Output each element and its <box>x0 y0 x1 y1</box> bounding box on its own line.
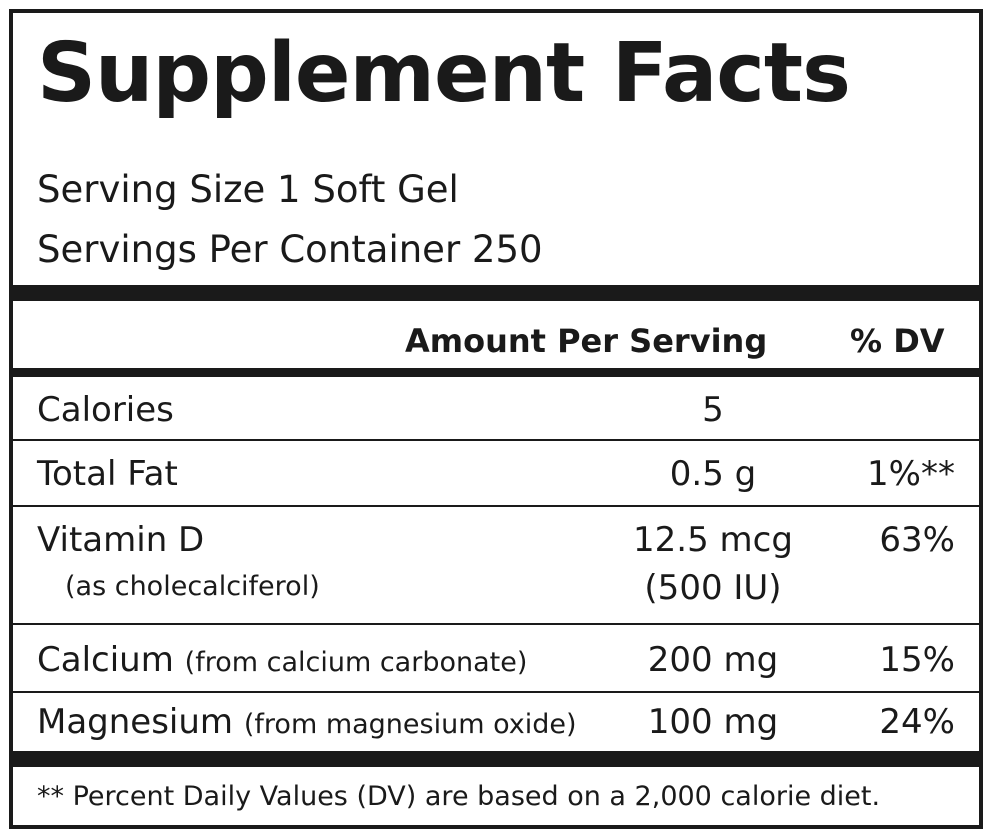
nutrient-source-calcium: (from calcium carbonate) <box>184 647 528 678</box>
nutrient-row-magnesium: Magnesium (from magnesium oxide) <box>37 705 577 739</box>
nutrient-name-vitamin-d: Vitamin D <box>37 520 205 560</box>
row-divider <box>13 691 979 693</box>
nutrient-name-magnesium: Magnesium <box>37 702 234 742</box>
nutrient-source-vitamin-d: (as cholecalciferol) <box>65 571 320 602</box>
thick-divider <box>13 285 979 301</box>
nutrient-amount-total-fat: 0.5 g <box>669 454 757 494</box>
nutrient-name-calories: Calories <box>37 390 174 430</box>
nutrient-source-magnesium: (from magnesium oxide) <box>243 709 577 740</box>
panel-title: Supplement Facts <box>37 26 851 121</box>
nutrient-amount-iu-vitamin-d: (500 IU) <box>644 568 782 608</box>
nutrient-row-calcium: Calcium (from calcium carbonate) <box>37 643 527 677</box>
nutrient-amount-vitamin-d: 12.5 mcg <box>633 520 793 560</box>
row-divider <box>13 505 979 507</box>
nutrient-dv-total-fat: 1%** <box>867 454 955 494</box>
nutrient-name-total-fat: Total Fat <box>37 454 178 494</box>
medium-divider <box>13 368 979 377</box>
row-divider <box>13 439 979 441</box>
daily-value-header: % DV <box>850 322 945 360</box>
nutrient-amount-magnesium: 100 mg <box>647 702 779 742</box>
footnote: ** Percent Daily Values (DV) are based o… <box>37 781 881 812</box>
nutrient-amount-calories: 5 <box>702 390 724 430</box>
nutrient-dv-calcium: 15% <box>879 640 955 680</box>
amount-per-serving-header: Amount Per Serving <box>405 322 768 360</box>
supplement-facts-panel: Supplement Facts Serving Size 1 Soft Gel… <box>9 9 983 829</box>
nutrient-dv-magnesium: 24% <box>879 702 955 742</box>
servings-per-container: Servings Per Container 250 <box>37 228 543 271</box>
nutrient-amount-calcium: 200 mg <box>647 640 779 680</box>
nutrient-dv-vitamin-d: 63% <box>879 520 955 560</box>
nutrient-name-calcium: Calcium <box>37 640 174 680</box>
thick-divider <box>13 751 979 767</box>
row-divider <box>13 623 979 625</box>
serving-size: Serving Size 1 Soft Gel <box>37 168 459 211</box>
